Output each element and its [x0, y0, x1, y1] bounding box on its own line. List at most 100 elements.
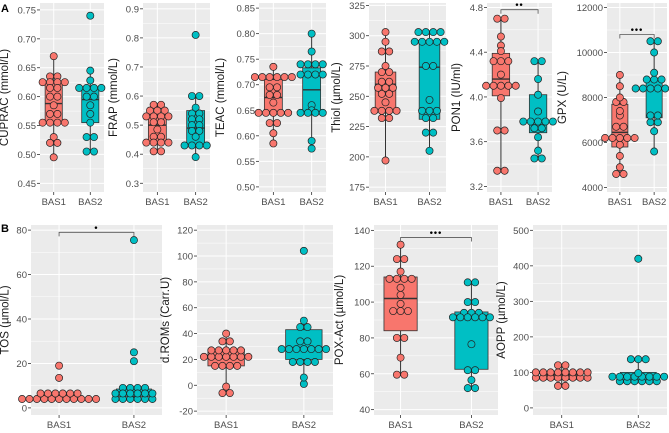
significance-marker: •••	[430, 228, 442, 238]
data-point	[86, 66, 95, 75]
data-point	[149, 147, 158, 156]
x-tick-label-bas1: BAS1	[373, 197, 397, 208]
data-point	[485, 313, 494, 322]
y-tick-label: 12000	[577, 3, 603, 14]
data-point	[157, 147, 166, 156]
data-point	[225, 337, 234, 346]
data-point	[46, 138, 54, 147]
data-point	[133, 389, 142, 398]
data-point	[53, 110, 62, 118]
y-tick-label: 20	[16, 359, 27, 370]
data-point	[299, 246, 308, 255]
data-point	[400, 333, 409, 342]
x-tick-label-bas2: BAS2	[292, 420, 316, 429]
data-point	[519, 117, 528, 126]
y-tick-label: 300	[349, 31, 365, 42]
y-tick-label: 0	[22, 403, 27, 414]
y-tick-label: 0	[524, 403, 529, 414]
y-tick-label: 3.6	[470, 137, 483, 148]
data-point	[496, 70, 505, 79]
data-point	[634, 355, 643, 364]
data-point	[269, 129, 278, 138]
data-point	[421, 114, 430, 123]
data-point	[311, 358, 319, 366]
plot-background	[197, 225, 333, 415]
data-point	[211, 361, 219, 370]
data-point	[482, 81, 491, 90]
data-point	[418, 106, 427, 115]
y-tick-label: 0.75	[18, 5, 37, 16]
data-point	[530, 154, 539, 163]
data-point	[46, 118, 54, 127]
data-point	[273, 83, 282, 92]
data-point	[58, 389, 67, 398]
y-tick-label: 250	[349, 92, 365, 103]
y-tick-label: 140	[354, 226, 370, 237]
data-point	[97, 84, 106, 92]
significance-marker: ••	[515, 0, 523, 10]
data-point	[537, 154, 546, 163]
data-point	[218, 361, 227, 370]
data-point	[381, 37, 390, 46]
data-point	[534, 117, 543, 126]
data-point	[311, 60, 320, 69]
data-point	[36, 389, 45, 398]
data-point	[388, 83, 397, 92]
significance-marker: •••	[631, 25, 643, 35]
data-point	[561, 368, 570, 377]
data-point	[489, 81, 498, 90]
data-point	[561, 361, 570, 370]
data-point	[385, 89, 394, 98]
y-tick-label: 10000	[577, 48, 603, 59]
data-point	[639, 84, 647, 93]
data-point	[493, 14, 502, 23]
data-point	[615, 71, 624, 79]
panel-thiol: 175 200 225 250 275 300 325 BAS1 BAS2 Thiol (µmol…	[331, 1, 449, 208]
data-point	[153, 125, 162, 134]
x-tick-label-bas2: BAS2	[122, 420, 146, 429]
y-axis-label: GPX (U/L)	[557, 71, 569, 124]
data-point	[548, 117, 557, 126]
data-point	[496, 32, 505, 41]
data-point	[86, 110, 95, 118]
data-point	[207, 346, 216, 355]
data-point	[49, 101, 58, 110]
x-tick-label-bas1: BAS1	[214, 420, 238, 429]
data-point	[296, 108, 305, 117]
significance-bracket	[500, 9, 539, 14]
data-point	[191, 103, 200, 112]
data-point	[404, 307, 412, 315]
y-axis-label: CUPRAC (mmol/L)	[0, 49, 11, 146]
data-point	[608, 134, 617, 142]
data-point	[244, 352, 253, 361]
data-point	[53, 84, 62, 92]
data-point	[496, 81, 505, 90]
data-point	[164, 138, 173, 147]
data-point	[385, 77, 394, 86]
data-point	[463, 384, 472, 393]
y-tick-label: 40	[182, 329, 193, 340]
data-point	[608, 372, 617, 381]
data-point	[421, 28, 430, 37]
x-tick-label-bas2: BAS2	[78, 197, 102, 208]
y-tick-label: 200	[513, 332, 529, 343]
y-tick-label: 120	[354, 262, 370, 273]
data-point	[471, 298, 480, 307]
x-tick-label-bas1: BAS1	[608, 197, 632, 208]
data-point	[554, 361, 562, 370]
data-point	[233, 361, 242, 370]
data-point	[425, 37, 434, 46]
data-point	[126, 389, 135, 398]
x-tick-label-bas2: BAS2	[642, 197, 666, 208]
plot-background	[31, 225, 162, 415]
y-tick-label: 80	[182, 277, 193, 288]
data-point	[493, 166, 502, 175]
data-point	[265, 90, 274, 99]
data-point	[646, 111, 655, 120]
data-point	[646, 118, 655, 127]
data-point	[392, 370, 401, 379]
data-point	[530, 124, 539, 133]
data-point	[489, 57, 498, 66]
data-point	[254, 108, 263, 117]
data-point	[157, 138, 166, 147]
